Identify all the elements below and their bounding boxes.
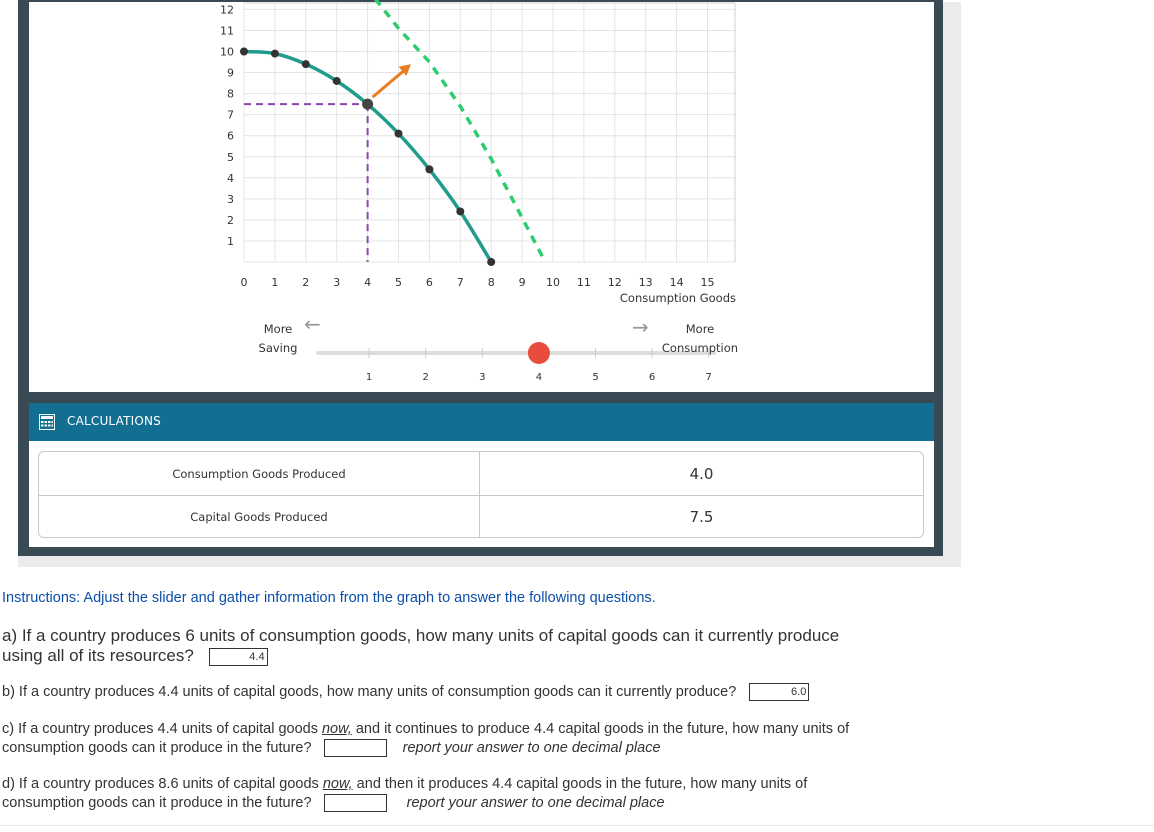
question-b-text: b) If a country produces 4.4 units of ca…	[2, 684, 737, 700]
answer-c-field[interactable]	[323, 739, 387, 758]
slider-right-label: More Consumption	[656, 320, 744, 358]
x-tick-label: 1	[271, 276, 278, 289]
x-tick-label: 12	[608, 276, 622, 289]
calculations-title: CALCULATIONS	[67, 414, 161, 428]
chart-series	[240, 0, 547, 266]
question-a-line1: a) If a country produces 6 units of cons…	[2, 626, 840, 645]
y-tick-label: 4	[227, 172, 234, 185]
consumption-goods-label: Consumption Goods Produced	[39, 452, 480, 495]
question-c: c) If a country produces 4.4 units of ca…	[2, 720, 849, 758]
answer-a-field[interactable]: 4.4	[208, 647, 268, 666]
slider-tick-label: 3	[479, 372, 485, 383]
ppf-data-point	[301, 60, 310, 69]
ppf-data-point	[332, 76, 341, 85]
question-b: b) If a country produces 4.4 units of ca…	[2, 683, 810, 702]
x-tick-label: 10	[546, 276, 560, 289]
graph-panel	[29, 2, 934, 392]
slider-tick-label: 5	[592, 372, 598, 383]
left-arrow-icon: ←	[304, 312, 321, 336]
y-tick-label: 5	[227, 151, 234, 164]
chart-grid	[243, 2, 736, 263]
question-c-line2: consumption goods can it produce in the …	[2, 740, 312, 756]
question-d-line2: consumption goods can it produce in the …	[2, 795, 312, 811]
ppf-data-point	[270, 49, 279, 58]
calculations-table: Consumption Goods Produced 4.0 Capital G…	[38, 451, 924, 538]
x-axis-title: Consumption Goods	[620, 291, 736, 305]
calculations-header[interactable]: CALCULATIONS	[29, 403, 934, 441]
question-a: a) If a country produces 6 units of cons…	[2, 626, 839, 666]
x-tick-label: 7	[457, 276, 464, 289]
y-tick-label: 1	[227, 235, 234, 248]
x-tick-label: 15	[701, 276, 715, 289]
x-tick-label: 5	[395, 276, 402, 289]
growth-arrow-head	[398, 64, 411, 76]
y-tick-label: 10	[220, 46, 234, 59]
ppf-data-point	[425, 165, 434, 174]
y-tick-label: 3	[227, 193, 234, 206]
savings-slider[interactable]: 1 2 3 4 5 6 7	[316, 342, 717, 383]
question-c-note: report your answer to one decimal place	[402, 740, 661, 756]
bottom-divider	[0, 825, 1154, 826]
slider-handle[interactable]	[527, 342, 550, 364]
slider-left-label-line2: Saving	[258, 341, 298, 355]
question-d-now: now,	[322, 776, 353, 792]
x-tick-label: 14	[670, 276, 684, 289]
growth-arrow-shaft	[371, 66, 408, 99]
slider-tick-label: 4	[536, 372, 542, 383]
x-tick-label: 8	[488, 276, 495, 289]
slider-left-label: More Saving	[248, 320, 308, 358]
slider-tick-label: 7	[706, 372, 712, 383]
capital-goods-value: 7.5	[689, 508, 714, 526]
instructions-text: Instructions: Adjust the slider and gath…	[2, 590, 656, 606]
y-tick-label: 2	[227, 214, 234, 227]
question-a-line2: using all of its resources?	[2, 646, 194, 665]
x-tick-label: 11	[577, 276, 591, 289]
capital-goods-label: Capital Goods Produced	[39, 496, 480, 537]
x-tick-label: 6	[426, 276, 433, 289]
y-tick-label: 7	[227, 109, 234, 122]
y-tick-label: 8	[227, 88, 234, 101]
slider-tick-label: 6	[649, 372, 655, 383]
calculator-icon	[39, 414, 55, 430]
answer-d-field[interactable]	[323, 794, 387, 813]
consumption-goods-value: 4.0	[689, 464, 714, 483]
x-tick-label: 3	[333, 276, 340, 289]
selection-guides	[244, 103, 369, 262]
future-ppf-line	[373, 0, 547, 263]
question-d-text-post: and then it produces 4.4 capital goods i…	[352, 776, 808, 792]
question-d-note: report your answer to one decimal place	[406, 795, 665, 811]
ppf-data-point	[240, 47, 248, 56]
table-row: Capital Goods Produced 7.5	[39, 495, 923, 537]
slider-tick-label: 1	[366, 372, 372, 383]
question-c-text-post: and it continues to produce 4.4 capital …	[351, 721, 850, 737]
table-row: Consumption Goods Produced 4.0	[39, 452, 923, 495]
slider-right-label-line2: Consumption	[661, 341, 739, 355]
question-d: d) If a country produces 8.6 units of ca…	[2, 775, 807, 813]
right-arrow-icon: →	[632, 315, 649, 339]
y-tick-label: 6	[227, 130, 234, 143]
slider-left-label-line1: More	[263, 322, 293, 336]
question-c-now: now,	[321, 721, 352, 737]
x-tick-label: 0	[241, 276, 248, 289]
ppf-data-point	[487, 258, 496, 266]
ppf-data-point	[394, 129, 403, 138]
x-tick-label: 9	[519, 276, 526, 289]
slider-tick-label: 2	[423, 372, 429, 383]
question-d-text-pre: d) If a country produces 8.6 units of ca…	[2, 776, 323, 792]
x-tick-label: 4	[364, 276, 371, 289]
y-tick-label: 11	[220, 24, 234, 37]
selected-point	[362, 98, 374, 110]
answer-b-field[interactable]: 6.0	[749, 683, 810, 702]
y-tick-label: 12	[220, 3, 234, 16]
ppf-data-point	[456, 207, 465, 216]
y-tick-label: 9	[227, 67, 234, 80]
x-tick-label: 2	[302, 276, 309, 289]
question-c-text-pre: c) If a country produces 4.4 units of ca…	[2, 721, 322, 737]
slider-right-label-line1: More	[685, 322, 715, 336]
calculations-panel: Consumption Goods Produced 4.0 Capital G…	[29, 441, 934, 547]
x-tick-label: 13	[639, 276, 653, 289]
